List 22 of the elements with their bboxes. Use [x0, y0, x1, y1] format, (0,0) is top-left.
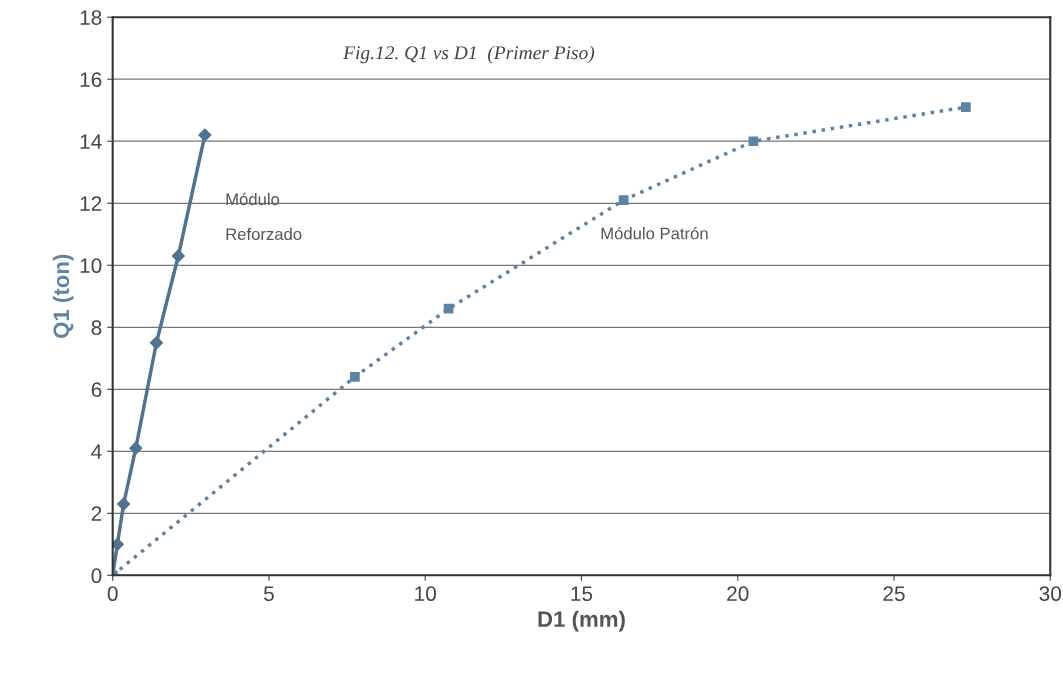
x-tick-label: 0	[107, 586, 118, 602]
x-axis-title: D1 (mm)	[538, 610, 625, 632]
y-tick-label: 0	[91, 568, 102, 584]
y-axis-title: Q1 (ton)	[52, 254, 74, 338]
x-tick-label: 10	[415, 586, 436, 602]
x-tick-label: 5	[263, 586, 274, 602]
y-tick-label: 10	[80, 258, 102, 274]
y-tick-label: 18	[80, 10, 102, 25]
y-tick-label: 8	[91, 320, 102, 336]
x-tick-label: 30	[1039, 586, 1062, 602]
y-tick-label: 4	[91, 444, 102, 459]
y-tick-label: 14	[80, 134, 102, 149]
y-tick-label: 6	[91, 382, 102, 398]
x-tick-label: 25	[883, 586, 905, 602]
text: Fig.12. Q1 vs D1 (Primer Piso)	[343, 45, 595, 64]
x-tick-label: 20	[727, 586, 749, 602]
x-tick-label: 15	[571, 586, 593, 602]
y-tick-label: 12	[80, 196, 102, 211]
text: Módulo Reforzado	[226, 192, 302, 241]
y-tick-label: 16	[80, 72, 102, 87]
y-tick-label: 2	[91, 506, 102, 521]
annotation: Módulo Patrón	[601, 226, 708, 240]
